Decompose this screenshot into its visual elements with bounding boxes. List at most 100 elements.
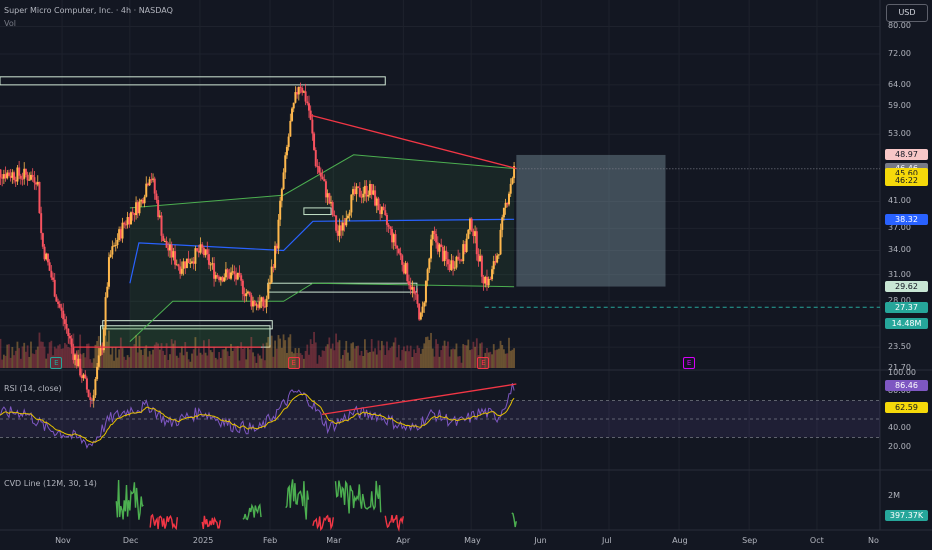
volume-bar — [118, 349, 121, 368]
cvd-line-segment — [285, 479, 310, 520]
candle-body — [450, 260, 453, 271]
volume-bar — [335, 333, 338, 368]
volume-bar — [126, 355, 129, 368]
volume-bar — [70, 343, 73, 368]
volume-bar — [116, 357, 119, 368]
candle-body — [19, 175, 22, 179]
candle-body — [358, 187, 361, 197]
candle-body — [268, 282, 271, 285]
volume-bar — [191, 353, 193, 368]
volume-bar — [208, 339, 210, 368]
volume-bar — [464, 345, 466, 368]
candle-body — [104, 297, 107, 330]
volume-bar — [345, 340, 348, 368]
volume-bar — [445, 345, 448, 368]
volume-bar — [165, 343, 168, 368]
candle-body — [492, 261, 495, 270]
candle-body — [385, 214, 388, 225]
volume-bar — [255, 362, 258, 368]
volume-bar — [377, 340, 380, 368]
volume-bar — [9, 357, 12, 368]
volume-bar — [206, 355, 209, 368]
candle-body — [333, 215, 336, 217]
volume-bar — [425, 337, 427, 368]
candle-body — [79, 358, 82, 376]
candle-body — [274, 245, 277, 268]
volume-bar — [92, 358, 95, 368]
volume-bar — [213, 347, 215, 368]
candle-body — [119, 229, 122, 239]
volume-bar — [235, 346, 237, 368]
volume-bar — [447, 341, 449, 368]
candle-body — [235, 274, 238, 280]
candle-body — [463, 244, 466, 252]
candle-body — [413, 287, 416, 294]
volume-bar — [2, 354, 5, 368]
candle-body — [109, 254, 112, 258]
volume-bar — [380, 340, 383, 368]
volume-bar — [494, 350, 497, 368]
volume-bar — [465, 345, 468, 368]
volume-bar — [336, 342, 339, 368]
volume-bar — [247, 347, 249, 368]
volume-bar — [304, 350, 307, 368]
candle-body — [370, 184, 373, 195]
volume-bar — [321, 350, 324, 368]
candle-body — [197, 250, 200, 253]
candle-body — [226, 269, 229, 273]
volume-bar — [248, 349, 251, 368]
volume-bar — [182, 355, 185, 368]
earnings-marker[interactable]: E — [683, 357, 696, 369]
volume-bar — [382, 345, 385, 368]
candle-body — [250, 295, 253, 307]
volume-bar — [26, 345, 29, 368]
candle-body — [258, 301, 261, 308]
candle-body — [241, 280, 244, 295]
cvd-line-segment — [242, 503, 262, 521]
earnings-marker[interactable]: E — [477, 357, 490, 369]
volume-bar — [299, 353, 302, 368]
volume-bar — [306, 344, 309, 368]
candle-body — [292, 102, 295, 109]
candle-body — [402, 264, 405, 274]
candle-body — [163, 240, 166, 242]
candle-body — [172, 251, 175, 258]
volume-bar — [360, 350, 363, 368]
cvd-label: CVD Line (12M, 30, 14) — [4, 479, 97, 488]
price-badge: 38.32 — [885, 213, 928, 225]
volume-bar — [45, 358, 48, 368]
volume-bar — [294, 348, 297, 368]
candle-body — [218, 276, 221, 281]
volume-bar — [504, 353, 507, 368]
candle-body — [279, 200, 282, 220]
volume-bar — [196, 355, 199, 368]
price-badge: 27.37 — [885, 301, 928, 313]
candle-body — [509, 183, 512, 194]
time-tick-label: Sep — [742, 536, 758, 545]
candle-body — [414, 293, 417, 295]
time-tick-label: Oct — [809, 536, 824, 545]
price-tick-label: 59.00 — [888, 101, 911, 111]
earnings-marker[interactable]: E — [287, 357, 300, 369]
candle-body — [265, 298, 268, 307]
trendlines — [73, 114, 517, 348]
candle-body — [323, 179, 326, 182]
candle-body — [319, 172, 322, 177]
candle-body — [180, 268, 183, 274]
currency-button[interactable]: USD — [886, 4, 928, 22]
candle-body — [304, 91, 307, 102]
earnings-marker[interactable]: E — [50, 357, 63, 369]
volume-bar — [101, 344, 104, 368]
candle-body — [74, 354, 77, 360]
time-tick-label: Aug — [672, 536, 688, 545]
candle-body — [263, 306, 266, 308]
volume-bar — [245, 359, 248, 368]
candle-body — [469, 218, 472, 230]
candle-body — [89, 396, 92, 401]
projection-box — [516, 154, 666, 287]
volume-bar — [225, 347, 227, 368]
candle-body — [46, 253, 49, 263]
volume-bar — [418, 348, 421, 368]
candle-body — [185, 258, 188, 269]
